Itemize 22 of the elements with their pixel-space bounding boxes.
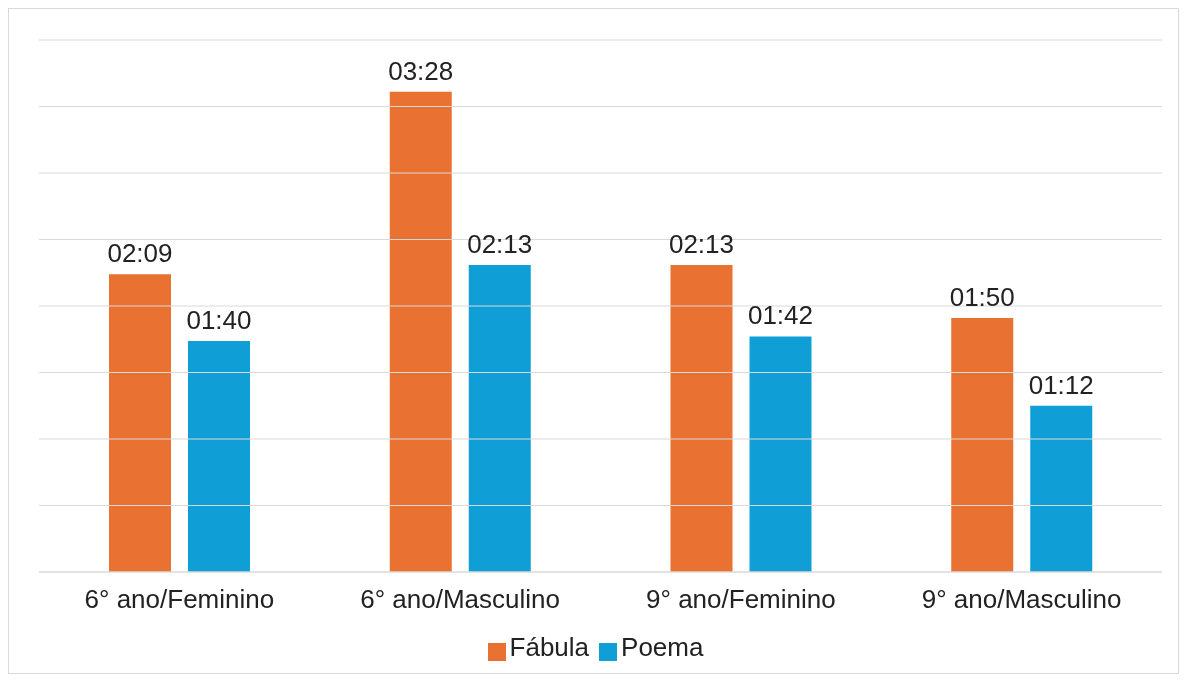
bar <box>188 341 250 572</box>
x-tick-label: 6° ano/Feminino <box>84 584 275 615</box>
data-label: 01:12 <box>1028 369 1094 400</box>
data-label: 02:09 <box>107 238 173 269</box>
data-label: 02:13 <box>467 228 533 259</box>
bar <box>389 91 452 572</box>
legend-label: Fábula <box>509 632 590 662</box>
data-label: 01:42 <box>747 300 814 331</box>
bar <box>1030 405 1093 572</box>
x-tick-label: 6° ano/Masculino <box>360 584 560 615</box>
bar <box>109 274 171 572</box>
legend-label: Poema <box>621 632 704 662</box>
data-label: 03:28 <box>388 55 454 86</box>
bar <box>951 318 1014 572</box>
x-tick-label: 9° ano/Feminino <box>646 584 836 615</box>
bar <box>468 264 531 572</box>
data-label: 02:13 <box>668 228 735 259</box>
bar <box>670 264 733 572</box>
bar <box>749 336 812 572</box>
data-label: 01:40 <box>186 305 252 336</box>
x-tick-label: 9° ano/Masculino <box>921 584 1122 615</box>
data-label: 01:50 <box>949 282 1015 313</box>
